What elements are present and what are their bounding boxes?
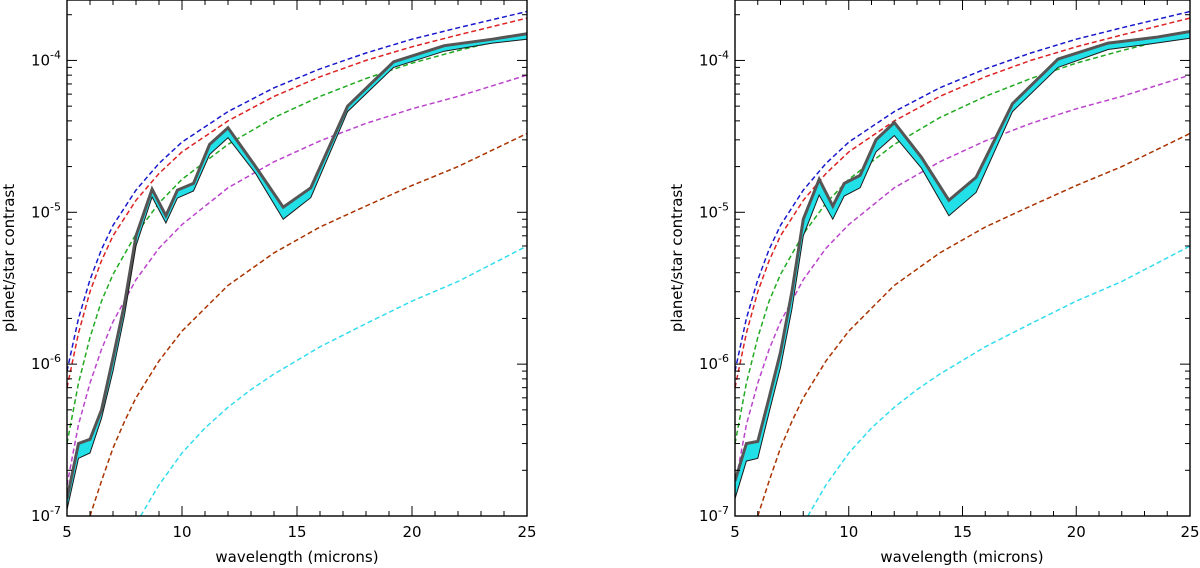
left-plot-frame [66, 0, 528, 517]
left-y-tick-label: 10-7 [31, 504, 61, 525]
right-x-tick-label: 10 [839, 523, 858, 541]
right-y-tick-label: 10-6 [699, 352, 729, 373]
left-blackbody-purple-curve [67, 74, 527, 486]
right-chart-panel: 5 10 15 20 25 10-7 10-6 10-5 10-4 wavelength (mi… [668, 0, 1200, 566]
left-x-tick-label: 15 [287, 523, 306, 541]
left-y-tick-label: 10-5 [31, 200, 61, 221]
right-blackbody-purple-curve [735, 74, 1190, 486]
left-y-axis-title: planet/star contrast [0, 184, 18, 332]
left-x-tick-label: 20 [402, 523, 421, 541]
left-blackbody-brown-curve [89, 132, 527, 516]
left-blackbody-red-curve [67, 17, 527, 388]
right-blackbody-brown-curve [757, 132, 1190, 516]
right-y-tick-label: 10-7 [699, 504, 729, 525]
left-blackbody-green-curve [67, 32, 527, 444]
right-spectrum-band [735, 31, 1190, 499]
left-x-axis-title: wavelength (microns) [215, 548, 378, 566]
right-x-tick-label: 20 [1067, 523, 1086, 541]
right-x-tick-label: 5 [730, 523, 740, 541]
right-blackbody-red-curve [735, 17, 1190, 388]
right-y-axis-title: planet/star contrast [668, 184, 686, 332]
right-plot-frame [734, 0, 1191, 517]
left-x-tick-label: 25 [517, 523, 536, 541]
left-blackbody-cyan-curve [139, 245, 527, 516]
left-spectrum-band [67, 33, 527, 510]
right-blackbody-green-curve [735, 32, 1190, 444]
left-spectrum-upper-edge [67, 32, 527, 500]
right-x-tick-label: 15 [953, 523, 972, 541]
right-axis-ticks: 5 10 15 20 25 10-7 10-6 10-5 10-4 [699, 0, 1200, 541]
left-chart-panel: 5 10 15 20 25 10-7 10-6 10-5 10-4 wavelength (mi… [0, 0, 537, 566]
right-blackbody-blue-curve [735, 10, 1190, 372]
left-x-tick-label: 5 [62, 523, 72, 541]
left-plot-area [67, 10, 527, 516]
right-blackbody-cyan-curve [807, 245, 1190, 516]
right-spectrum-upper-edge [735, 30, 1190, 482]
right-y-tick-label: 10-4 [699, 48, 729, 69]
right-x-tick-label: 25 [1180, 523, 1199, 541]
left-y-tick-label: 10-6 [31, 352, 61, 373]
left-y-tick-label: 10-4 [31, 48, 61, 69]
right-plot-area [735, 10, 1190, 516]
left-axis-ticks: 5 10 15 20 25 10-7 10-6 10-5 10-4 [31, 0, 537, 541]
left-spectrum-lower-edge [67, 38, 527, 510]
right-spectrum-lower-edge [735, 37, 1190, 499]
left-x-tick-label: 10 [172, 523, 191, 541]
right-y-tick-label: 10-5 [699, 200, 729, 221]
left-blackbody-blue-curve [67, 10, 527, 372]
right-x-axis-title: wavelength (microns) [880, 548, 1043, 566]
